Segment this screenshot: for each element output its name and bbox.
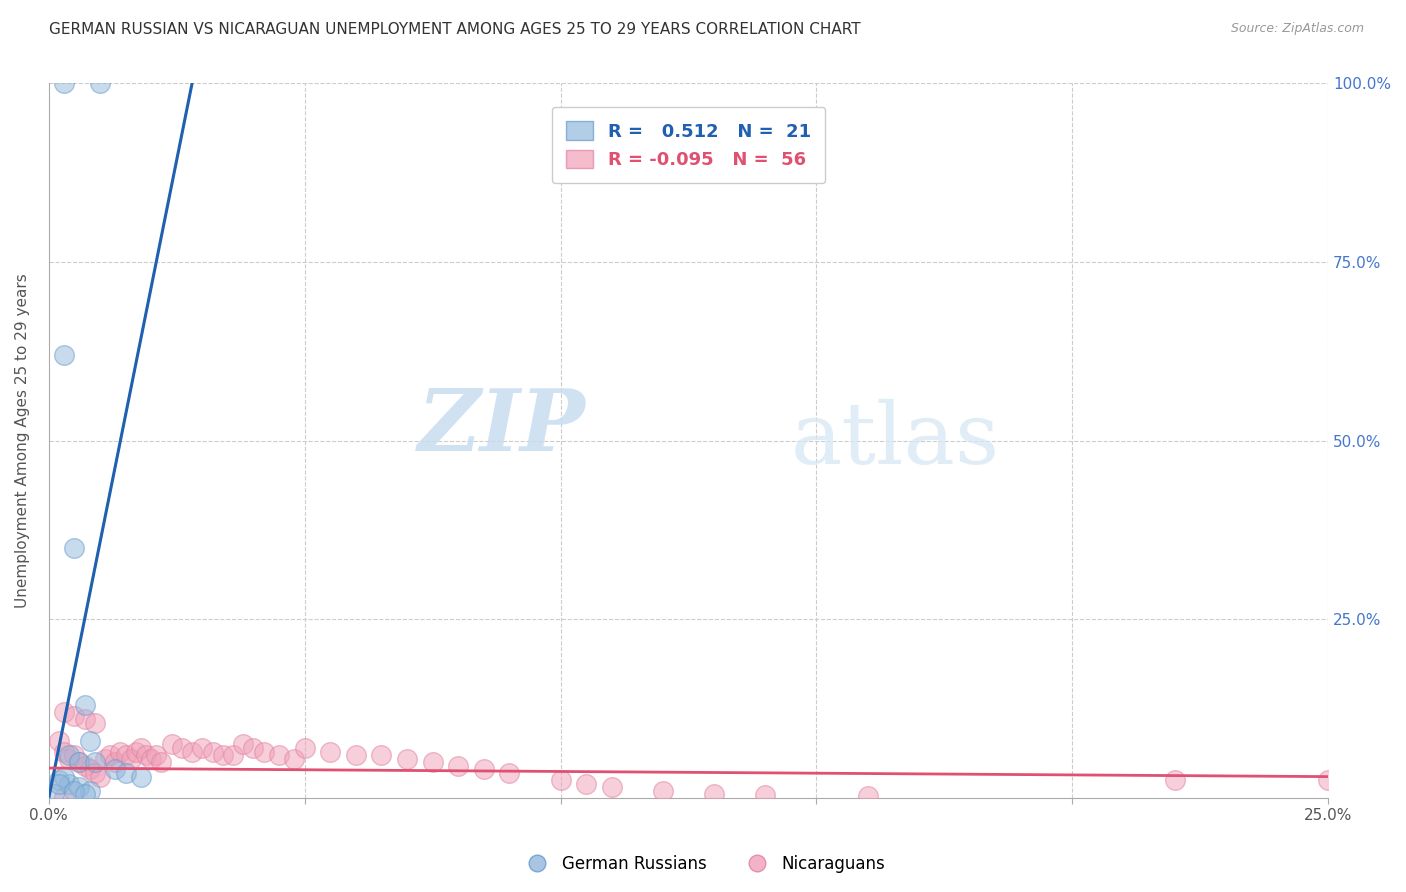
Point <box>79 763 101 777</box>
Point <box>98 748 121 763</box>
Point <box>498 766 520 780</box>
Point <box>63 748 86 763</box>
Point <box>53 745 76 759</box>
Point <box>79 784 101 798</box>
Point <box>447 759 470 773</box>
Point <box>83 766 105 780</box>
Text: GERMAN RUSSIAN VS NICARAGUAN UNEMPLOYMENT AMONG AGES 25 TO 29 YEARS CORRELATION : GERMAN RUSSIAN VS NICARAGUAN UNEMPLOYMEN… <box>49 22 860 37</box>
Point <box>94 752 117 766</box>
Point <box>63 709 86 723</box>
Point <box>48 734 70 748</box>
Point <box>703 788 725 802</box>
Point <box>211 748 233 763</box>
Point <box>267 748 290 763</box>
Point <box>294 741 316 756</box>
Point <box>160 738 183 752</box>
Point <box>472 763 495 777</box>
Point <box>201 745 224 759</box>
Point <box>69 756 91 770</box>
Point <box>232 738 254 752</box>
Point <box>89 77 111 91</box>
Point <box>58 748 80 763</box>
Point <box>1317 773 1340 788</box>
Point <box>242 741 264 756</box>
Point <box>89 770 111 784</box>
Point <box>63 784 86 798</box>
Point <box>53 706 76 720</box>
Point <box>422 756 444 770</box>
Point <box>344 748 367 763</box>
Point <box>253 745 276 759</box>
Point <box>754 788 776 802</box>
Point <box>73 759 96 773</box>
Point <box>370 748 392 763</box>
Point <box>120 752 142 766</box>
Point <box>48 777 70 791</box>
Point <box>73 698 96 713</box>
Point <box>651 784 673 798</box>
Point <box>110 745 132 759</box>
Text: atlas: atlas <box>790 399 1000 483</box>
Point <box>222 748 245 763</box>
Point <box>53 348 76 362</box>
Point <box>856 789 879 803</box>
Point <box>550 773 572 788</box>
Point <box>53 77 76 91</box>
Point <box>395 752 418 766</box>
Point <box>79 734 101 748</box>
Point <box>129 741 152 756</box>
Point <box>575 777 598 791</box>
Legend: R =   0.512   N =  21, R = -0.095   N =  56: R = 0.512 N = 21, R = -0.095 N = 56 <box>551 107 825 184</box>
Point <box>73 788 96 802</box>
Point <box>104 756 127 770</box>
Point <box>600 780 623 795</box>
Point <box>104 763 127 777</box>
Point <box>191 741 214 756</box>
Point <box>83 756 105 770</box>
Legend: German Russians, Nicaraguans: German Russians, Nicaraguans <box>513 848 893 880</box>
Point <box>114 748 136 763</box>
Point <box>83 716 105 731</box>
Point <box>53 770 76 784</box>
Point <box>58 777 80 791</box>
Point <box>69 756 91 770</box>
Point <box>145 748 167 763</box>
Point <box>139 752 162 766</box>
Point <box>48 773 70 788</box>
Text: Source: ZipAtlas.com: Source: ZipAtlas.com <box>1230 22 1364 36</box>
Point <box>319 745 342 759</box>
Point <box>58 752 80 766</box>
Point <box>1163 773 1185 788</box>
Point <box>125 745 148 759</box>
Point <box>42 788 65 802</box>
Point <box>114 766 136 780</box>
Point <box>53 789 76 804</box>
Point <box>150 756 173 770</box>
Point <box>63 541 86 555</box>
Point <box>170 741 193 756</box>
Point <box>135 748 157 763</box>
Point <box>69 780 91 795</box>
Point <box>73 713 96 727</box>
Text: ZIP: ZIP <box>418 384 586 468</box>
Point <box>283 752 305 766</box>
Y-axis label: Unemployment Among Ages 25 to 29 years: Unemployment Among Ages 25 to 29 years <box>15 273 30 608</box>
Point <box>181 745 204 759</box>
Point <box>129 770 152 784</box>
